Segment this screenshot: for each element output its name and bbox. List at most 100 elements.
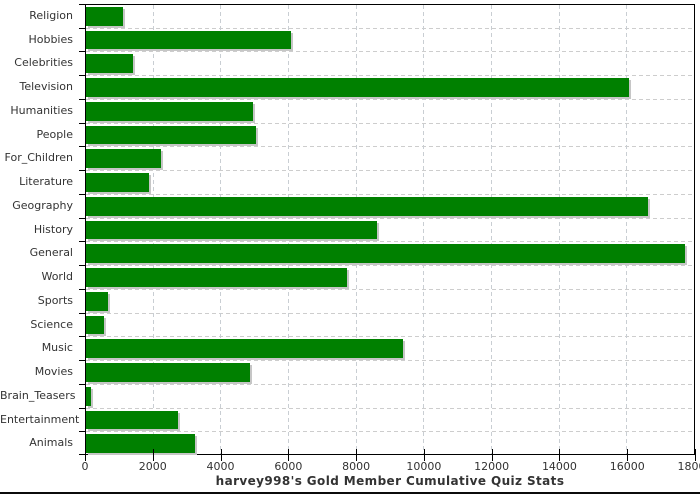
bar-music xyxy=(86,339,404,359)
bottom-border-line xyxy=(0,492,700,494)
category-axis-tick xyxy=(79,27,85,29)
bar-for_children xyxy=(86,149,162,169)
horizontal-gridline xyxy=(86,360,694,362)
value-axis-tick xyxy=(423,449,425,461)
category-label: Movies xyxy=(34,365,73,379)
category-label: Entertainment xyxy=(0,412,80,426)
value-axis-label: 8000 xyxy=(342,460,371,473)
value-axis-tick xyxy=(559,449,561,461)
horizontal-gridline xyxy=(86,51,694,53)
horizontal-gridline xyxy=(86,312,694,314)
category-label: Religion xyxy=(29,9,73,22)
horizontal-gridline xyxy=(86,288,694,290)
category-label: Hobbies xyxy=(28,32,73,46)
horizontal-gridline xyxy=(86,98,694,100)
value-axis-label: 2000 xyxy=(138,460,167,473)
category-axis-tick xyxy=(79,241,85,243)
category-axis-tick xyxy=(79,4,85,5)
category-axis-tick xyxy=(79,51,85,53)
category-axis-tick xyxy=(79,288,85,290)
category-axis-tick xyxy=(79,217,85,219)
bar-television xyxy=(86,78,630,97)
value-axis-tick xyxy=(85,449,86,461)
category-label: Brain_Teasers xyxy=(0,388,76,402)
category-axis: Religion Hobbies Celebrities Television Huma… xyxy=(0,4,79,455)
bar-people xyxy=(86,125,257,145)
category-axis-tick xyxy=(79,407,85,409)
category-label: History xyxy=(33,222,73,236)
bar-brain_teasers xyxy=(86,386,92,406)
category-axis-tick xyxy=(79,454,85,455)
horizontal-gridline xyxy=(86,193,694,195)
vertical-gridline xyxy=(491,5,492,454)
value-axis-label: 14000 xyxy=(541,460,577,473)
category-label: Geography xyxy=(12,198,73,212)
bar-world xyxy=(86,268,347,287)
category-axis-tick xyxy=(79,122,85,124)
category-axis-tick xyxy=(79,265,85,267)
vertical-gridline xyxy=(626,5,628,454)
horizontal-gridline xyxy=(86,122,694,124)
value-axis-label: 6000 xyxy=(274,460,303,473)
bar-sports xyxy=(86,291,109,311)
value-axis-tick xyxy=(288,449,290,461)
vertical-gridline xyxy=(558,5,560,454)
value-axis-label: 12000 xyxy=(474,460,510,473)
category-label: Television xyxy=(19,80,74,94)
horizontal-gridline xyxy=(86,75,694,77)
category-axis-tick xyxy=(79,383,85,385)
category-label: Celebrities xyxy=(14,56,73,70)
bar-movies xyxy=(86,363,251,382)
category-label: Music xyxy=(41,341,73,355)
value-axis-tick xyxy=(152,449,154,461)
category-axis-tick xyxy=(79,98,85,100)
category-label: Science xyxy=(30,317,73,331)
horizontal-gridline xyxy=(86,217,694,219)
bar-humanities xyxy=(86,101,254,121)
value-axis-tick xyxy=(695,449,696,461)
value-axis-label: 0 xyxy=(81,460,89,473)
category-axis-tick xyxy=(79,431,85,433)
value-axis-label: 4000 xyxy=(206,460,235,473)
value-axis-tick xyxy=(491,449,493,461)
category-axis-tick xyxy=(79,75,85,77)
category-axis-tick xyxy=(79,193,85,195)
horizontal-gridline xyxy=(86,241,694,243)
category-label: General xyxy=(29,246,73,260)
bar-history xyxy=(86,220,377,240)
category-label: Animals xyxy=(29,436,73,450)
horizontal-gridline xyxy=(86,27,694,29)
category-axis-tick xyxy=(79,312,85,314)
bar-geography xyxy=(86,196,649,216)
value-axis-label: 18000 xyxy=(677,460,700,473)
category-axis-tick xyxy=(79,336,85,338)
horizontal-gridline xyxy=(86,407,694,409)
horizontal-gridline xyxy=(86,431,694,433)
bar-science xyxy=(86,315,104,335)
category-label: World xyxy=(41,270,73,284)
horizontal-gridline xyxy=(86,146,694,148)
value-axis-tick xyxy=(627,449,629,461)
value-axis-label: 16000 xyxy=(609,460,645,473)
horizontal-gridline xyxy=(86,336,694,338)
bar-animals xyxy=(86,434,196,453)
bar-hobbies xyxy=(86,30,292,50)
plot-area xyxy=(85,4,695,455)
category-label: For_Children xyxy=(4,151,73,165)
category-axis-tick xyxy=(79,146,85,148)
category-label: Humanities xyxy=(10,103,73,117)
horizontal-gridline xyxy=(86,265,694,267)
category-label: Sports xyxy=(37,293,73,307)
horizontal-gridline xyxy=(86,383,694,385)
category-axis-tick xyxy=(79,170,85,172)
chart-title: harvey998's Gold Member Cumulative Quiz … xyxy=(215,474,565,488)
value-axis-tick xyxy=(356,449,358,461)
horizontal-gridline xyxy=(86,170,694,172)
value-axis-tick xyxy=(220,449,222,461)
category-label: People xyxy=(36,127,73,141)
category-label: Literature xyxy=(19,175,73,189)
category-axis-tick xyxy=(79,360,85,362)
value-axis-label: 10000 xyxy=(406,460,442,473)
vertical-gridline xyxy=(423,5,425,454)
